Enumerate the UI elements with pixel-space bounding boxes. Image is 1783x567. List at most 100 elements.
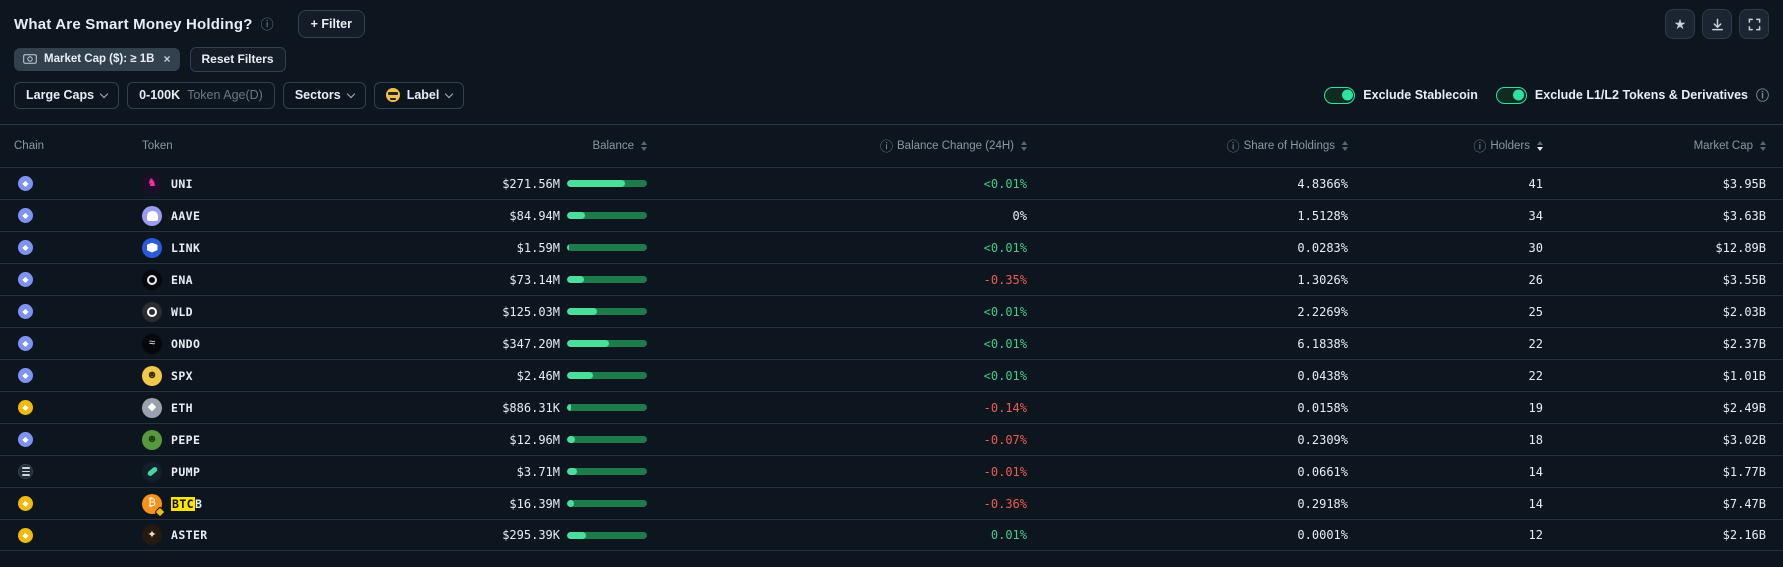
token-cell[interactable]: ☻ SPX [142, 365, 460, 386]
token-cell[interactable]: ✦ ASTER [142, 525, 460, 545]
balance-bar-track [567, 531, 647, 539]
chain-cell: ◆ [14, 336, 142, 351]
token-symbol: PUMP [171, 464, 201, 479]
spx-token-icon: ☻ [142, 365, 162, 386]
chain-cell: ◆ [14, 208, 142, 223]
aster-token-icon: ✦ [142, 525, 162, 545]
column-header-token[interactable]: Token [142, 140, 173, 152]
pump-token-icon [142, 461, 162, 482]
balance-bar-fill [567, 340, 609, 347]
balance-change-value: 0.01% [990, 528, 1027, 542]
balance-bar-track [567, 500, 647, 507]
share-info-icon[interactable]: ⓘ [1226, 138, 1240, 154]
sectors-dropdown[interactable]: Sectors [282, 81, 366, 109]
download-icon [1711, 18, 1723, 30]
sort-share-icon[interactable] [1342, 141, 1348, 151]
column-header-share[interactable]: ⓘ Share of Holdings [1027, 140, 1348, 153]
holders-info-icon[interactable]: ⓘ [1473, 138, 1487, 154]
smiley-sunglasses-icon [385, 88, 400, 102]
token-symbol: ETH [171, 400, 193, 415]
share-of-holdings-value: 0.0283% [1297, 240, 1348, 255]
balance-bar [560, 276, 655, 283]
balance-bar-fill [567, 372, 594, 379]
token-cell[interactable]: PUMP [142, 461, 460, 482]
balance-value: $886.31K [502, 400, 560, 415]
column-header-market-cap[interactable]: Market Cap [1543, 140, 1766, 152]
active-filters-row: Market Cap ($): ≥ 1B × Reset Filters [0, 39, 1783, 72]
share-of-holdings-value: 0.2309% [1297, 432, 1348, 447]
table-row[interactable]: ◆ ENA $73.14M -0.35% 1.3026% 26 $3.55B [0, 263, 1783, 295]
balance-value: $347.20M [502, 336, 560, 351]
market-cap-tier-dropdown[interactable]: Large Caps [14, 81, 120, 109]
chip-remove-icon[interactable]: × [163, 52, 171, 66]
balance-bar [560, 244, 655, 251]
chain-cell: ◆ [14, 368, 142, 383]
token-symbol: SPX [171, 368, 193, 383]
holders-value: 41 [1528, 176, 1543, 191]
sort-balance-icon[interactable] [641, 141, 647, 151]
title-info-icon[interactable]: ⓘ [260, 16, 274, 32]
add-filter-button[interactable]: + Filter [297, 10, 365, 38]
table-row[interactable]: ◆ ≈ ONDO $347.20M <0.01% 6.1838% 22 $2.37B [0, 327, 1783, 359]
balance-value: $1.59M [516, 240, 560, 255]
token-cell[interactable]: ≈ ONDO [142, 333, 460, 354]
chain-cell: ◆ [14, 176, 142, 191]
bnb-chain-icon: ◆ [18, 496, 33, 511]
table-header-row: Chain Token Balance ⓘ Balance Change (24… [0, 125, 1783, 167]
column-header-chain[interactable]: Chain [14, 140, 45, 152]
market-cap-value: $12.89B [1715, 240, 1766, 255]
token-age-value: 0-100K [139, 88, 181, 102]
table-row[interactable]: PUMP $3.71M -0.01% 0.0661% 14 $1.77B [0, 455, 1783, 487]
token-cell[interactable]: ☻ PEPE [142, 429, 460, 450]
token-cell[interactable]: WLD [142, 301, 460, 322]
reset-filters-button[interactable]: Reset Filters [189, 46, 286, 72]
multi-chain-icon [18, 464, 33, 479]
l1l2-info-icon[interactable]: ⓘ [1755, 87, 1769, 103]
token-cell[interactable]: ◆ ETH [142, 397, 460, 418]
bnb-chain-icon: ◆ [18, 527, 33, 543]
token-age-dropdown[interactable]: 0-100K Token Age(D) [127, 81, 275, 109]
token-cell[interactable]: ♞ UNI [142, 173, 460, 194]
token-cell[interactable]: LINK [142, 237, 460, 258]
exclude-stablecoin-toggle[interactable]: Exclude Stablecoin [1324, 86, 1478, 104]
share-of-holdings-value: 0.0001% [1297, 528, 1348, 542]
table-row[interactable]: ◆ ₿ BTCB $16.39M -0.36% 0.2918% 14 $7.47B [0, 487, 1783, 519]
column-header-balance[interactable]: Balance [460, 140, 655, 152]
balance-bar-track [567, 180, 647, 187]
column-header-holders[interactable]: ⓘ Holders [1348, 140, 1543, 153]
label-dropdown[interactable]: Label [373, 81, 465, 109]
column-header-balance-change[interactable]: ⓘ Balance Change (24H) [655, 140, 1027, 153]
sort-holders-icon[interactable] [1537, 141, 1543, 151]
table-row[interactable]: ◆ ☻ SPX $2.46M <0.01% 0.0438% 22 $1.01B [0, 359, 1783, 391]
table-row[interactable]: ◆ ☻ PEPE $12.96M -0.07% 0.2309% 18 $3.02B [0, 423, 1783, 455]
balance-value: $125.03M [502, 304, 560, 319]
token-cell[interactable]: ENA [142, 269, 460, 290]
balance-bar-fill [567, 468, 578, 475]
token-cell[interactable]: AAVE [142, 205, 460, 226]
toggle-switch-on[interactable] [1495, 86, 1527, 104]
sort-balance-change-icon[interactable] [1021, 141, 1027, 151]
balance-value: $12.96M [509, 432, 560, 447]
balance-bar [560, 436, 655, 443]
table-row[interactable]: ◆ ♞ UNI $271.56M <0.01% 4.8366% 41 $3.95B [0, 167, 1783, 199]
sort-market-cap-icon[interactable] [1760, 141, 1766, 151]
table-row[interactable]: ◆ ◆ ETH $886.31K -0.14% 0.0158% 19 $2.49B [0, 391, 1783, 423]
table-row[interactable]: ◆ ✦ ASTER $295.39K 0.01% 0.0001% 12 $2.16B [0, 519, 1783, 551]
balance-bar [560, 500, 655, 507]
favorite-button[interactable]: ★ [1665, 9, 1695, 39]
ethereum-chain-icon: ◆ [18, 176, 33, 191]
download-button[interactable] [1702, 9, 1732, 39]
token-cell[interactable]: ₿ BTCB [142, 493, 460, 518]
pepe-token-icon: ☻ [142, 429, 162, 450]
ethereum-chain-icon: ◆ [18, 304, 33, 319]
fullscreen-button[interactable] [1739, 9, 1769, 39]
balance-change-info-icon[interactable]: ⓘ [879, 138, 893, 154]
table-row[interactable]: ◆ AAVE $84.94M 0% 1.5128% 34 $3.63B [0, 199, 1783, 231]
balance-bar-track [567, 244, 647, 251]
share-of-holdings-value: 0.0661% [1297, 464, 1348, 479]
balance-change-value: -0.01% [983, 464, 1027, 479]
exclude-l1l2-toggle[interactable]: Exclude L1/L2 Tokens & Derivatives ⓘ [1495, 86, 1769, 104]
toggle-switch-on[interactable] [1324, 86, 1356, 104]
table-row[interactable]: ◆ LINK $1.59M <0.01% 0.0283% 30 $12.89B [0, 231, 1783, 263]
table-row[interactable]: ◆ WLD $125.03M <0.01% 2.2269% 25 $2.03B [0, 295, 1783, 327]
